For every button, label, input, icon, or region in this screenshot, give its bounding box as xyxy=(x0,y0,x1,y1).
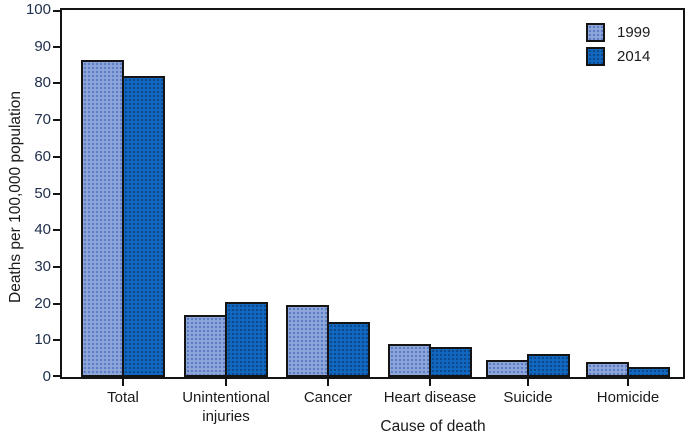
y-axis-tick-label: 0 xyxy=(42,368,51,385)
legend-swatch-2014 xyxy=(586,47,605,66)
bar-2014-suicide xyxy=(527,354,570,377)
x-category-label-suicide: Suicide xyxy=(503,389,553,406)
x-axis-tick xyxy=(225,377,227,386)
bar-2014-heart-disease xyxy=(429,347,472,377)
legend-item-1999: 1999 xyxy=(586,23,650,42)
x-axis-tick xyxy=(122,377,124,386)
bar-1999-unintentional-injuries xyxy=(184,315,227,377)
bar-2014-homicide xyxy=(627,367,670,377)
bar-2014-total xyxy=(122,76,165,377)
bar-1999-suicide xyxy=(486,360,529,377)
bar-1999-heart-disease xyxy=(388,344,431,377)
bar-2014-cancer xyxy=(327,322,370,377)
plot-area: 1999 2014 0 10 20 30 40 50 60 70 80 90 100 Total Unin… xyxy=(26,1,685,425)
y-axis-tick-label: 70 xyxy=(34,111,51,129)
y-axis-tick xyxy=(53,45,62,48)
y-axis-tick-label: 50 xyxy=(34,184,51,202)
y-axis-tick-label: 60 xyxy=(34,147,51,165)
legend-label: 1999 xyxy=(617,24,651,41)
y-axis-tick-label: 80 xyxy=(34,74,51,92)
y-axis-tick-label: 10 xyxy=(34,331,51,349)
x-axis-tick xyxy=(627,377,629,386)
x-axis-tick xyxy=(429,377,431,386)
y-axis-tick xyxy=(53,82,62,85)
y-axis-tick xyxy=(53,265,62,268)
bar-1999-homicide xyxy=(586,362,629,377)
y-axis-tick xyxy=(53,10,62,12)
x-category-label-heart-disease: Heart disease xyxy=(383,389,477,406)
x-axis-tick xyxy=(327,377,329,386)
y-axis-tick xyxy=(53,229,62,232)
x-axis-tick xyxy=(527,377,529,386)
y-axis-tick-label: 90 xyxy=(34,37,51,55)
y-axis-tick xyxy=(53,192,62,195)
x-axis-title: Cause of death xyxy=(380,418,486,435)
y-axis-tick-label: 20 xyxy=(34,294,51,312)
bar-1999-cancer xyxy=(286,305,329,377)
x-category-label-homicide: Homicide xyxy=(596,389,660,406)
y-axis-tick-label: 40 xyxy=(34,221,51,239)
y-axis-tick xyxy=(53,119,62,122)
y-axis-tick xyxy=(53,302,62,305)
legend-swatch-1999 xyxy=(586,23,605,42)
x-category-label-unintentional-injuries: Unintentional injuries xyxy=(182,389,270,425)
bar-2014-unintentional-injuries xyxy=(225,302,268,377)
legend-item-2014: 2014 xyxy=(586,47,650,66)
y-axis-tick-label: 100 xyxy=(25,1,51,18)
x-category-label-cancer: Cancer xyxy=(303,389,353,406)
y-axis-tick xyxy=(53,155,62,158)
y-axis-tick xyxy=(53,339,62,342)
bar-1999-total xyxy=(81,60,124,377)
legend: 1999 2014 xyxy=(586,23,650,71)
y-axis-tick xyxy=(53,375,62,377)
legend-label: 2014 xyxy=(617,48,651,65)
x-category-label-total: Total xyxy=(107,389,139,406)
y-axis-tick-label: 30 xyxy=(34,257,51,275)
